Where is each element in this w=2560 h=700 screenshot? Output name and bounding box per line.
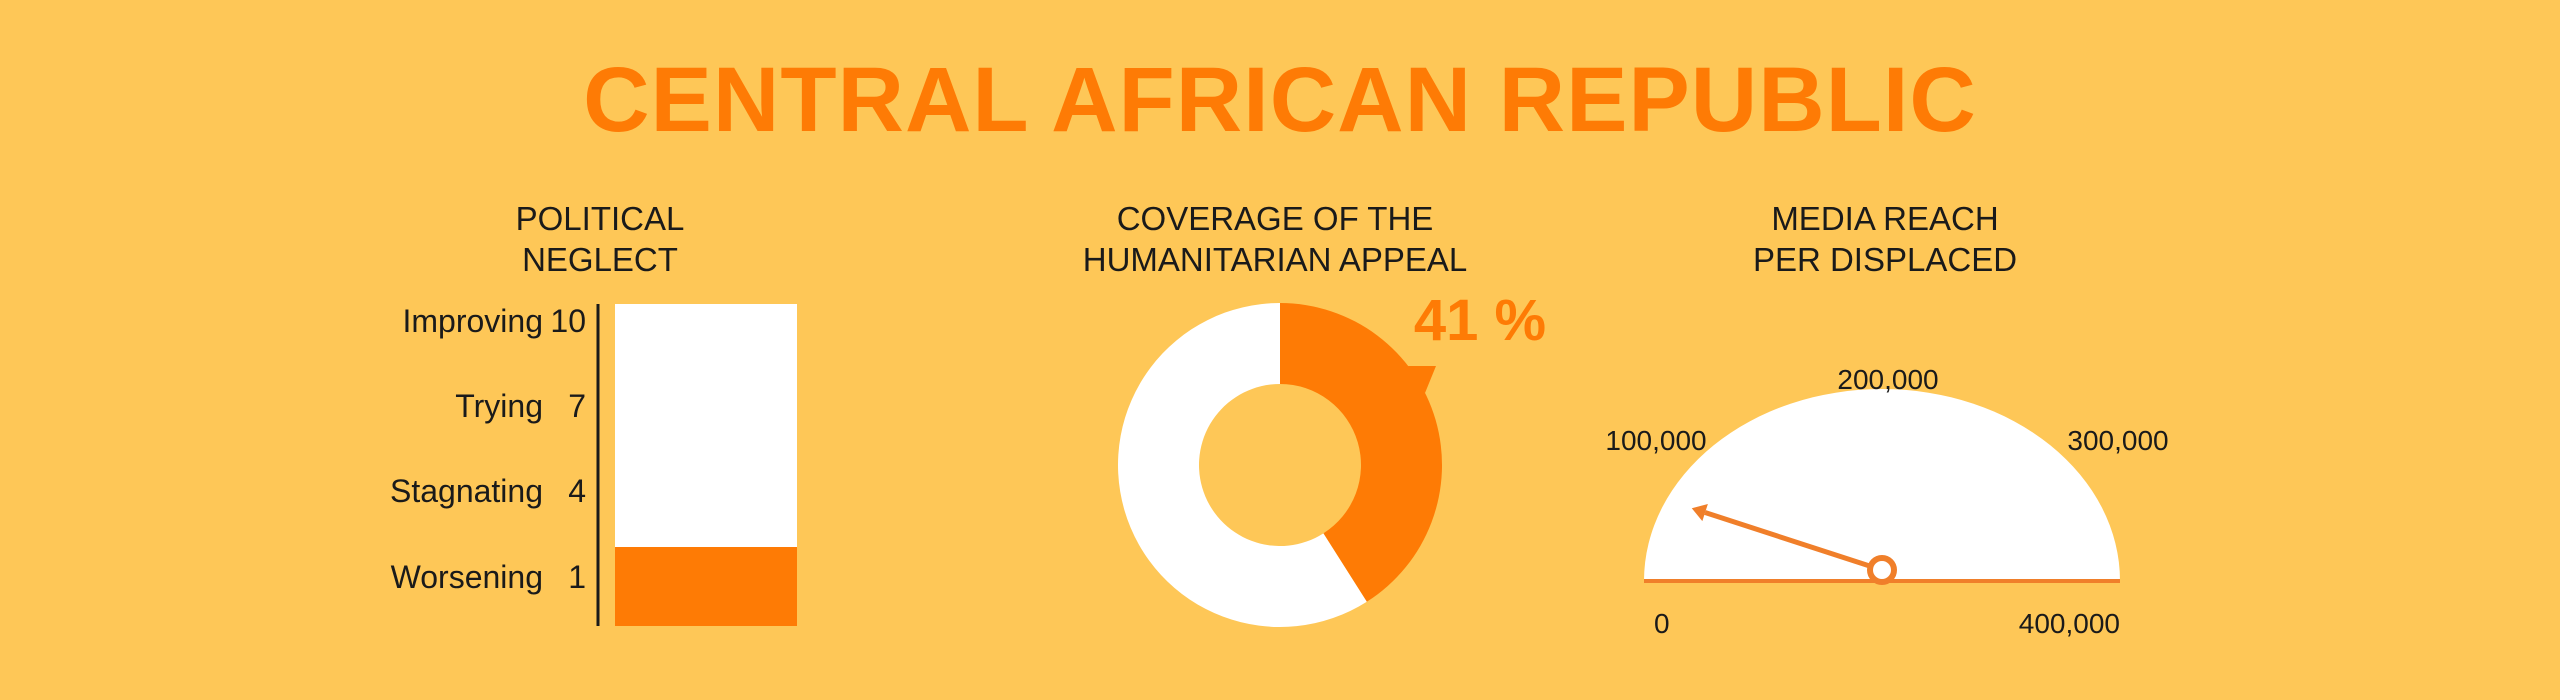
humanitarian-appeal-title-line-2: HUMANITARIAN APPEAL <box>1082 241 1468 278</box>
political-neglect-level-label: Stagnating <box>390 473 543 509</box>
political-neglect-level-value: 10 <box>550 303 586 339</box>
donut-value-label: 41 % <box>1414 288 1546 353</box>
political-neglect-level-label: Improving <box>403 303 544 339</box>
political-neglect-bar-fill <box>615 547 797 626</box>
gauge-tick-label: 100,000 <box>1605 425 1706 456</box>
media-reach-title-line-1: MEDIA REACH <box>1771 200 1999 237</box>
gauge-needle-hub <box>1867 555 1897 585</box>
media-reach-title-line-2: PER DISPLACED <box>1752 241 2018 278</box>
political-neglect-level-value: 1 <box>568 559 586 595</box>
gauge-needle-arrowhead <box>1691 503 1708 522</box>
gauge-face <box>1644 389 2120 581</box>
political-neglect-title-line-2: NEGLECT <box>522 241 678 278</box>
media-reach-title: MEDIA REACH PER DISPLACED <box>1685 198 2085 280</box>
gauge-needle <box>1704 510 1883 573</box>
political-neglect-title: POLITICAL NEGLECT <box>400 198 800 280</box>
humanitarian-appeal-title: COVERAGE OF THE HUMANITARIAN APPEAL <box>1040 198 1510 280</box>
page-title: CENTRAL AFRICAN REPUBLIC <box>583 49 1977 151</box>
political-neglect-level-label: Worsening <box>391 559 543 595</box>
gauge-tick-label: 200,000 <box>1837 364 1938 395</box>
humanitarian-appeal-title-line-1: COVERAGE OF THE <box>1116 200 1434 237</box>
political-neglect-level-label: Trying <box>455 388 543 424</box>
political-neglect-level-value: 7 <box>568 388 586 424</box>
donut-slice-uncovered <box>1118 303 1367 628</box>
gauge-tick-label: 400,000 <box>2019 608 2120 639</box>
gauge-tick-label: 0 <box>1654 608 1670 639</box>
gauge-tick-label: 300,000 <box>2067 425 2168 456</box>
donut-slice-covered <box>1280 303 1442 602</box>
donut-value-pointer <box>1408 366 1436 393</box>
political-neglect-level-value: 4 <box>568 473 586 509</box>
political-neglect-title-line-1: POLITICAL <box>515 200 685 237</box>
